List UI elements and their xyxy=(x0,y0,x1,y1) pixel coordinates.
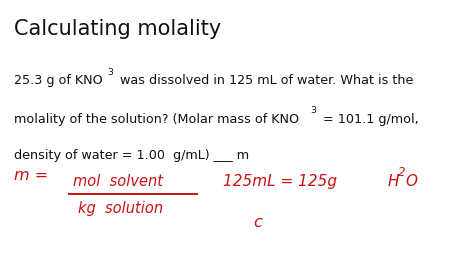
Text: mol  solvent: mol solvent xyxy=(73,174,164,189)
Text: H: H xyxy=(388,174,399,189)
Text: 125mL = 125g: 125mL = 125g xyxy=(223,174,337,189)
Text: 3: 3 xyxy=(107,68,113,77)
Text: molality of the solution? (Molar mass of KNO: molality of the solution? (Molar mass of… xyxy=(14,113,300,126)
Text: Calculating molality: Calculating molality xyxy=(14,19,221,39)
Text: kg  solution: kg solution xyxy=(78,201,164,216)
Text: 25.3 g of KNO: 25.3 g of KNO xyxy=(14,74,103,88)
Text: density of water = 1.00  g/mL) ___ m: density of water = 1.00 g/mL) ___ m xyxy=(14,149,249,162)
Text: was dissolved in 125 mL of water. What is the: was dissolved in 125 mL of water. What i… xyxy=(116,74,413,88)
Text: = 101.1 g/mol,: = 101.1 g/mol, xyxy=(319,113,419,126)
Text: m =: m = xyxy=(14,168,48,182)
Text: c: c xyxy=(254,215,262,230)
Text: 3: 3 xyxy=(310,106,316,115)
Text: O: O xyxy=(405,174,417,189)
Text: 2: 2 xyxy=(398,166,406,179)
